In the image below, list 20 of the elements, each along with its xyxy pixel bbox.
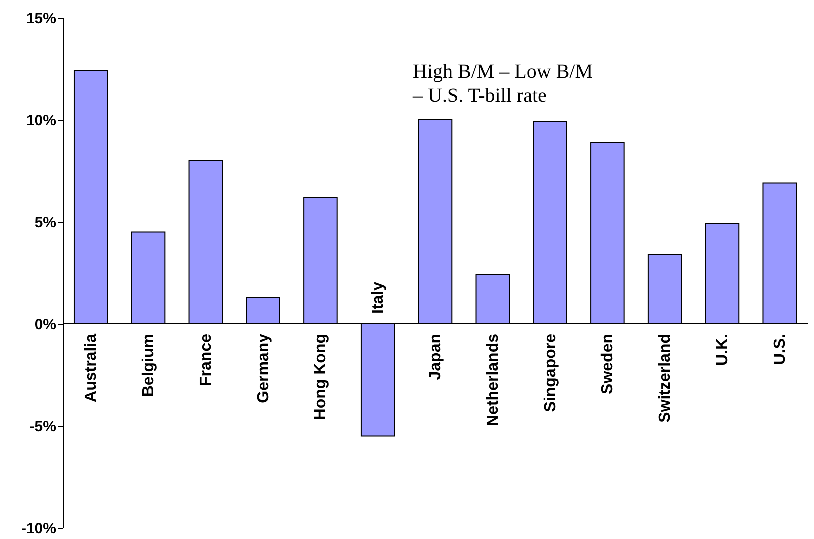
x-tick-label: U.K. [714,334,732,366]
x-tick-label: Switzerland [657,334,674,423]
y-tick-label: -10% [21,520,56,538]
x-tick-label: Singapore [542,334,560,412]
y-tick-label: -5% [30,418,56,436]
y-tick-label: 15% [26,10,56,28]
x-tick-label: U.S. [772,334,789,366]
x-tick-label: Japan [428,334,444,380]
x-tick-label: Sweden [600,334,617,394]
y-tick-label: 10% [26,112,56,130]
y-tick-label: 5% [34,214,56,232]
x-tick-label: Netherlands [484,334,502,426]
annotation: High B/M – Low B/M – U.S. T-bill rate [412,61,594,107]
x-tick-label: France [198,334,215,386]
x-tick-label: Australia [83,334,100,402]
y-tick-label: 0% [34,316,56,334]
x-tick-label: Belgium [140,334,158,398]
x-tick-label: Germany [255,334,272,404]
x-tick-label: Italy [370,282,388,314]
x-tick-label: Hong Kong [312,334,330,420]
